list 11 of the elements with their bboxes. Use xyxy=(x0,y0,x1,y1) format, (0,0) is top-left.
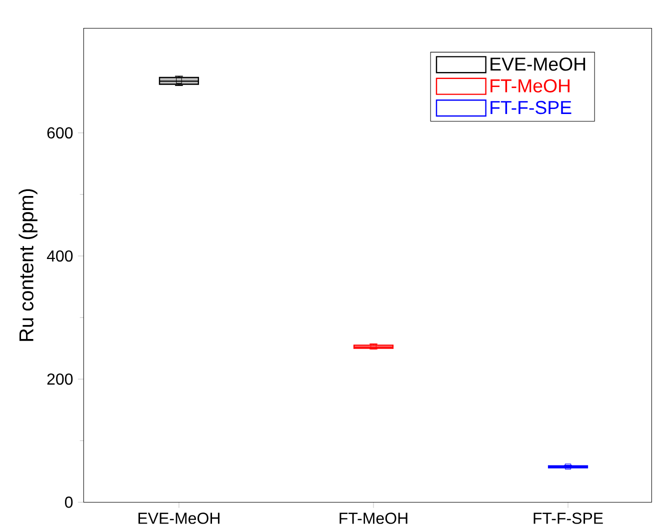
y-tick-label: 200 xyxy=(47,373,73,385)
x-tick-label: FT-MeOH xyxy=(340,512,408,524)
y-tick-label: 400 xyxy=(46,250,73,262)
legend-label: EVE-MeOH xyxy=(490,57,586,71)
y-axis-title: Ru content (ppm) xyxy=(18,189,38,341)
x-tick-label: FT-F-SPE xyxy=(534,512,603,524)
x-tick-label: EVE-MeOH xyxy=(138,512,220,524)
y-tick-label: 600 xyxy=(47,127,73,138)
legend-label: FT-MeOH xyxy=(490,79,570,92)
y-tick-label: 0 xyxy=(64,496,73,508)
legend-label: FT-F-SPE xyxy=(490,100,572,114)
